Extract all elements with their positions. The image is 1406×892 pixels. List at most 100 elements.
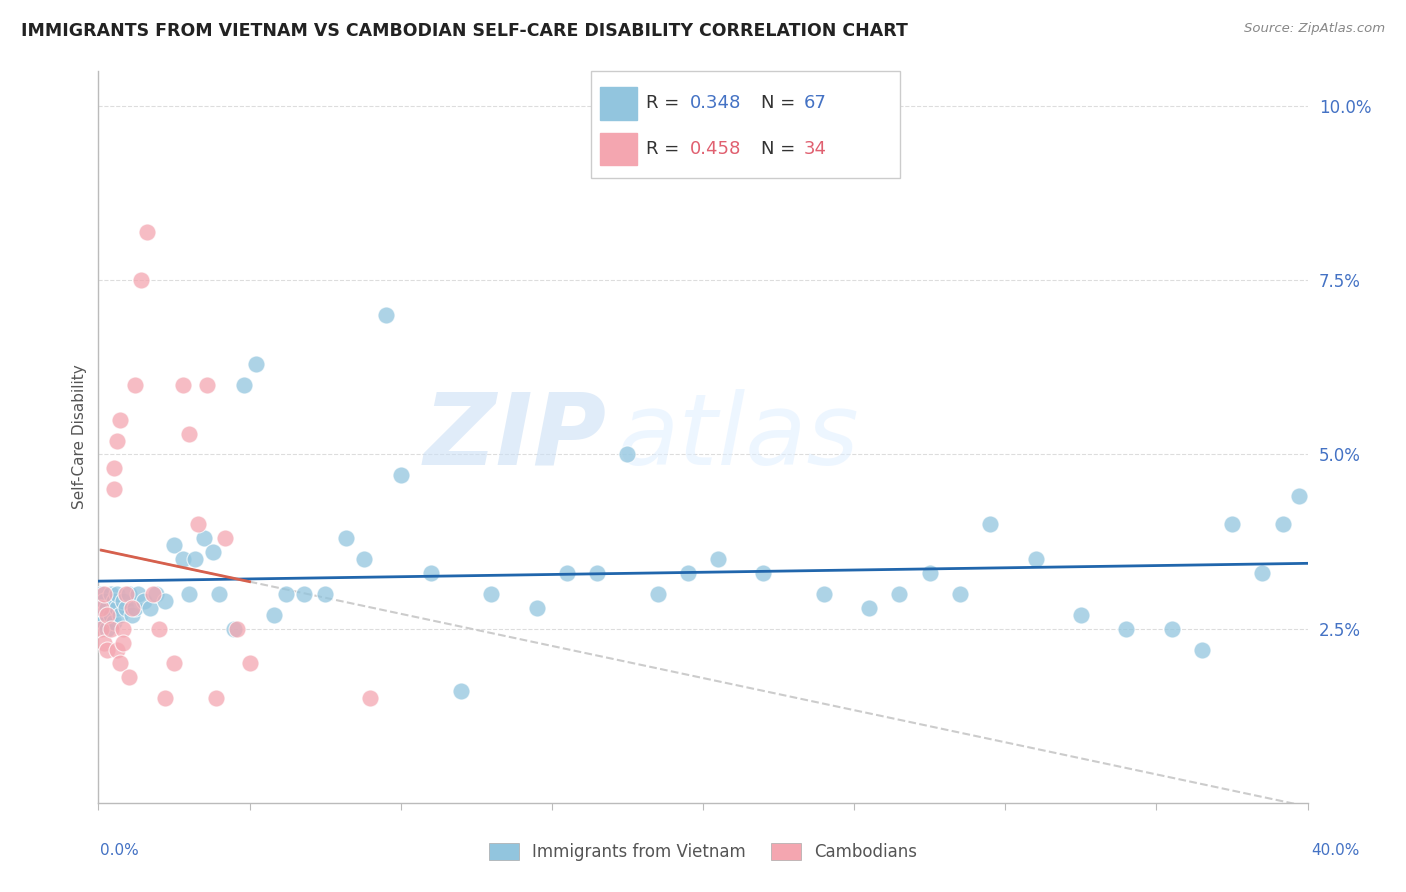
Point — [226, 622, 249, 636]
Point — [813, 587, 835, 601]
Point — [1251, 566, 1274, 580]
Point — [481, 587, 503, 601]
Point — [179, 587, 201, 601]
Point — [172, 552, 194, 566]
Point — [111, 594, 134, 608]
Point — [360, 691, 382, 706]
Point — [647, 587, 669, 601]
Point — [224, 622, 246, 636]
Point — [163, 538, 186, 552]
Text: Source: ZipAtlas.com: Source: ZipAtlas.com — [1244, 22, 1385, 36]
Legend: Immigrants from Vietnam, Cambodians: Immigrants from Vietnam, Cambodians — [482, 836, 924, 868]
Point — [153, 691, 176, 706]
Point — [202, 545, 225, 559]
Point — [232, 377, 254, 392]
Point — [93, 587, 115, 601]
Point — [121, 600, 143, 615]
Point — [292, 587, 315, 601]
Point — [142, 587, 165, 601]
Point — [918, 566, 941, 580]
Point — [129, 273, 152, 287]
Point — [193, 531, 215, 545]
Point — [208, 587, 231, 601]
Point — [752, 566, 775, 580]
Point — [100, 607, 122, 622]
Point — [108, 657, 131, 671]
Point — [707, 552, 730, 566]
Point — [118, 587, 141, 601]
Point — [90, 622, 112, 636]
Point — [111, 635, 134, 649]
Point — [103, 615, 125, 629]
Point — [139, 600, 162, 615]
Point — [103, 594, 125, 608]
Point — [118, 670, 141, 684]
Point — [153, 594, 176, 608]
Point — [1115, 622, 1137, 636]
Point — [93, 635, 115, 649]
Text: 0.458: 0.458 — [689, 140, 741, 158]
Y-axis label: Self-Care Disability: Self-Care Disability — [72, 365, 87, 509]
Point — [450, 684, 472, 698]
Point — [263, 607, 285, 622]
Text: 67: 67 — [804, 95, 827, 112]
Point — [105, 642, 128, 657]
Point — [132, 594, 155, 608]
Point — [1272, 517, 1295, 532]
Text: R =: R = — [647, 140, 685, 158]
Point — [96, 622, 118, 636]
Point — [96, 607, 118, 622]
Point — [949, 587, 972, 601]
Point — [1160, 622, 1182, 636]
Point — [121, 607, 143, 622]
Point — [145, 587, 167, 601]
Point — [555, 566, 578, 580]
Point — [90, 587, 112, 601]
Point — [114, 600, 136, 615]
Point — [187, 517, 209, 532]
Point — [1191, 642, 1213, 657]
Point — [135, 225, 157, 239]
Point — [214, 531, 236, 545]
Point — [93, 615, 115, 629]
Bar — [600, 133, 637, 165]
Point — [105, 434, 128, 448]
Bar — [600, 87, 637, 120]
Text: 34: 34 — [804, 140, 827, 158]
Point — [245, 357, 267, 371]
Point — [96, 642, 118, 657]
Point — [103, 461, 125, 475]
Point — [1024, 552, 1046, 566]
Point — [1070, 607, 1092, 622]
Point — [105, 600, 128, 615]
Point — [335, 531, 357, 545]
Point — [124, 600, 146, 615]
Text: ZIP: ZIP — [423, 389, 606, 485]
Point — [96, 600, 118, 615]
Text: N =: N = — [761, 95, 800, 112]
Text: atlas: atlas — [619, 389, 860, 485]
Point — [127, 587, 149, 601]
Point — [114, 587, 136, 601]
Point — [108, 607, 131, 622]
Point — [179, 426, 201, 441]
Point — [124, 377, 146, 392]
Point — [389, 468, 412, 483]
FancyBboxPatch shape — [591, 71, 900, 178]
Point — [374, 308, 396, 322]
Point — [100, 622, 122, 636]
Point — [420, 566, 443, 580]
Point — [103, 483, 125, 497]
Point — [90, 607, 112, 622]
Point — [105, 587, 128, 601]
Point — [111, 622, 134, 636]
Point — [148, 622, 170, 636]
Text: 40.0%: 40.0% — [1312, 843, 1360, 858]
Point — [1220, 517, 1243, 532]
Text: 0.0%: 0.0% — [100, 843, 139, 858]
Point — [586, 566, 609, 580]
Point — [184, 552, 207, 566]
Point — [616, 448, 638, 462]
Text: R =: R = — [647, 95, 685, 112]
Point — [353, 552, 375, 566]
